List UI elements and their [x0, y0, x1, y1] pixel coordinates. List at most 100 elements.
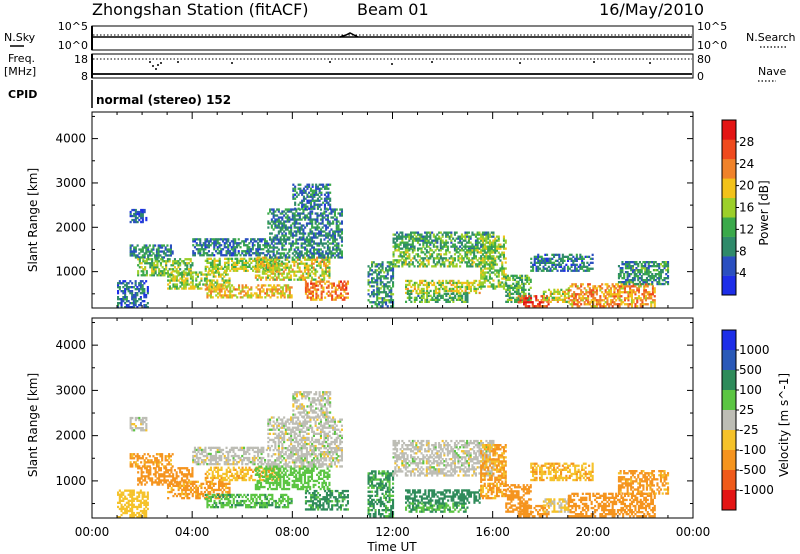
- heatmap-cell: [560, 257, 563, 260]
- heatmap-cell: [324, 256, 327, 259]
- heatmap-cell: [321, 258, 324, 261]
- heatmap-cell: [214, 271, 217, 274]
- heatmap-cell: [333, 234, 336, 237]
- heatmap-cell: [129, 250, 132, 253]
- heatmap-cell: [521, 282, 524, 285]
- heatmap-cell: [453, 259, 456, 262]
- heatmap-cell: [309, 195, 312, 198]
- heatmap-cell: [157, 250, 160, 253]
- heatmap-cell: [281, 272, 284, 275]
- heatmap-cell: [459, 296, 462, 299]
- heatmap-cell: [399, 253, 402, 256]
- heatmap-cell: [403, 235, 406, 238]
- heatmap-cell: [209, 273, 212, 276]
- heatmap-cell: [587, 297, 590, 300]
- heatmap-cell: [383, 271, 386, 274]
- heatmap-cell: [473, 255, 476, 258]
- heatmap-cell: [174, 277, 177, 280]
- heatmap-cell: [127, 282, 130, 285]
- heatmap-cell: [497, 271, 500, 274]
- heatmap-cell: [474, 263, 477, 266]
- heatmap-cell: [306, 185, 309, 188]
- heatmap-cell: [132, 304, 135, 307]
- heatmap-cell: [420, 237, 423, 240]
- heatmap-cell: [628, 275, 631, 278]
- heatmap-cell: [331, 286, 334, 289]
- heatmap-cell: [521, 288, 524, 291]
- heatmap-cell: [425, 233, 428, 236]
- heatmap-cell: [267, 222, 270, 225]
- heatmap-cell: [528, 305, 531, 308]
- heatmap-cell: [274, 234, 277, 237]
- heatmap-cell: [404, 241, 407, 244]
- heatmap-cell: [665, 277, 668, 280]
- heatmap-cell: [169, 250, 172, 253]
- heatmap-cell: [652, 279, 655, 282]
- heatmap-cell: [136, 288, 139, 291]
- heatmap-cell: [215, 250, 218, 253]
- heatmap-cell: [260, 278, 263, 281]
- heatmap-cell: [164, 254, 167, 257]
- heatmap-cell: [131, 306, 134, 309]
- heatmap-cell: [134, 220, 137, 224]
- heatmap-cell: [217, 286, 220, 289]
- heatmap-cell: [544, 267, 547, 270]
- heatmap-cell: [321, 234, 324, 237]
- heatmap-cell: [284, 238, 287, 241]
- heatmap-cell: [411, 239, 414, 242]
- heatmap-cell: [431, 253, 434, 256]
- heatmap-cell: [218, 284, 221, 287]
- heatmap-cell: [424, 237, 427, 240]
- heatmap-cell: [399, 251, 402, 254]
- heatmap-cell: [452, 261, 455, 264]
- heatmap-cell: [142, 274, 145, 277]
- heatmap-cell: [265, 272, 268, 275]
- heatmap-cell: [537, 269, 540, 272]
- heatmap-cell: [323, 254, 326, 257]
- heatmap-cell: [218, 263, 221, 266]
- heatmap-cell: [316, 252, 319, 255]
- heatmap-cell: [313, 201, 316, 204]
- heatmap-cell: [624, 271, 627, 274]
- heatmap-cell: [580, 299, 583, 302]
- heatmap-cell: [547, 257, 550, 260]
- heatmap-cell: [436, 287, 439, 291]
- heatmap-cell: [136, 216, 139, 220]
- heatmap-cell: [514, 300, 517, 303]
- heatmap-cell: [415, 235, 418, 238]
- heatmap-cell: [592, 299, 595, 302]
- heatmap-cell: [436, 247, 439, 250]
- heatmap-cell: [524, 282, 527, 285]
- heatmap-cell: [636, 297, 639, 300]
- heatmap-cell: [644, 273, 647, 276]
- heatmap-cell: [164, 248, 167, 251]
- heatmap-cell: [519, 299, 522, 302]
- heatmap-cell: [549, 267, 552, 270]
- heatmap-cell: [120, 290, 123, 293]
- heatmap-cell: [288, 266, 291, 269]
- heatmap-cell: [394, 249, 397, 252]
- heatmap-cell: [461, 283, 464, 287]
- heatmap-cell: [243, 240, 246, 243]
- heatmap-cell: [274, 290, 277, 293]
- heatmap-cell: [311, 212, 314, 215]
- heatmap-cell: [647, 261, 650, 264]
- heatmap-cell: [431, 265, 434, 268]
- heatmap-cell: [332, 242, 335, 245]
- heatmap-cell: [127, 499, 130, 502]
- heatmap-cell: [264, 292, 267, 295]
- heatmap-cell: [404, 257, 407, 260]
- heatmap-cell: [211, 254, 214, 257]
- heatmap-cell: [450, 287, 453, 291]
- heatmap-cell: [324, 266, 327, 269]
- heatmap-cell: [388, 291, 391, 294]
- heatmap-cell: [643, 295, 646, 298]
- heatmap-cell: [270, 272, 273, 275]
- heatmap-cell: [236, 257, 239, 260]
- heatmap-cell: [390, 261, 393, 264]
- heatmap-cell: [515, 284, 518, 287]
- heatmap-cell: [224, 292, 227, 295]
- heatmap-cell: [288, 220, 291, 223]
- heatmap-cell: [639, 297, 642, 300]
- heatmap-cell: [134, 304, 137, 307]
